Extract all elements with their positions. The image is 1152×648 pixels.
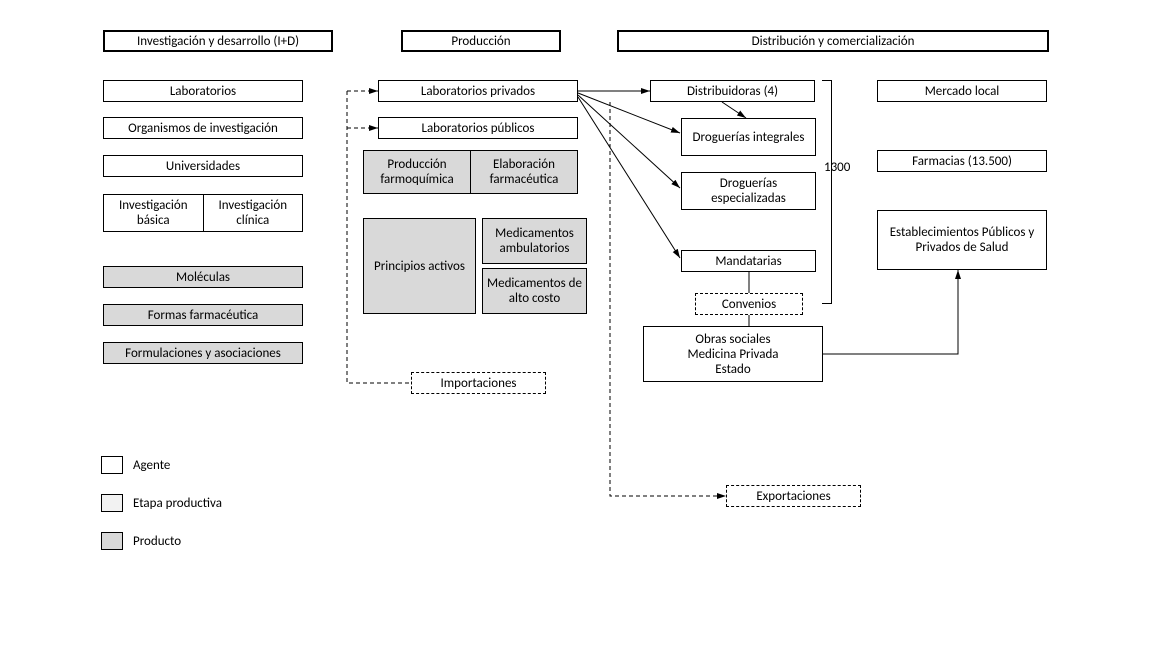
legend-swatch-producto xyxy=(101,532,123,550)
legend-label-producto: Producto xyxy=(133,534,181,549)
node-med-altocosto: Medicamentos de alto costo xyxy=(482,268,587,314)
legend-label-etapa: Etapa productiva xyxy=(133,496,222,511)
node-inv-clinica: Investigación clínica xyxy=(204,194,304,232)
node-lab-publicos: Laboratorios públicos xyxy=(378,117,578,139)
node-formas: Formas farmacéutica xyxy=(103,304,303,326)
node-organismos: Organismos de investigación xyxy=(103,117,303,139)
node-elab-farmaceutica: Elaboración farmacéutica xyxy=(471,150,578,194)
legend-swatch-agente xyxy=(101,456,123,474)
node-med-ambulatorios: Medicamentos ambulatorios xyxy=(482,218,587,264)
node-mandatarias: Mandatarias xyxy=(681,250,816,272)
node-distribuidoras: Distribuidoras (4) xyxy=(650,80,815,102)
node-obras: Obras sociales Medicina Privada Estado xyxy=(643,326,823,382)
node-convenios: Convenios xyxy=(695,293,803,315)
node-farmacias: Farmacias (13.500) xyxy=(877,150,1047,172)
legend-label-agente: Agente xyxy=(133,458,170,473)
node-importaciones: Importaciones xyxy=(411,372,546,394)
node-moleculas: Moléculas xyxy=(103,266,303,288)
node-drog-especializadas: Droguerías especializadas xyxy=(681,172,816,210)
header-col1: Investigación y desarrollo (I+D) xyxy=(103,30,333,52)
bracket-distribution xyxy=(822,80,832,304)
node-inv-basica: Investigación básica xyxy=(103,194,204,232)
node-principios: Principios activos xyxy=(363,218,476,314)
node-formulaciones: Formulaciones y asociaciones xyxy=(103,342,303,364)
node-lab-privados: Laboratorios privados xyxy=(378,80,578,102)
legend-swatch-etapa xyxy=(101,494,123,512)
header-col3: Distribución y comercialización xyxy=(617,30,1049,52)
node-prod-farmoquimica: Producción farmoquímica xyxy=(363,150,471,194)
node-exportaciones: Exportaciones xyxy=(726,485,861,507)
node-universidades: Universidades xyxy=(103,155,303,177)
node-mercado: Mercado local xyxy=(877,80,1047,102)
node-investigacion-split: Investigación básica Investigación clíni… xyxy=(103,194,303,232)
node-drog-integrales: Droguerías integrales xyxy=(681,118,816,156)
node-medicamentos-stack: Medicamentos ambulatorios Medicamentos d… xyxy=(482,218,587,314)
header-col2: Producción xyxy=(401,30,561,52)
node-produccion-split: Producción farmoquímica Elaboración farm… xyxy=(363,150,578,194)
node-establecimientos: Establecimientos Públicos y Privados de … xyxy=(877,210,1047,270)
node-laboratorios: Laboratorios xyxy=(103,80,303,102)
